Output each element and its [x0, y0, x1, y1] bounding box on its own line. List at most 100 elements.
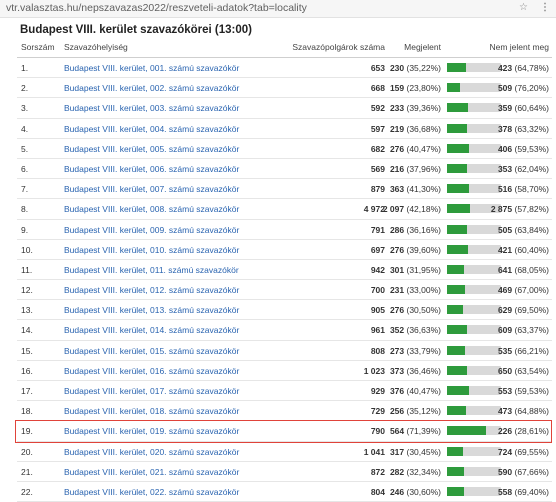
turnout-bar-fill	[447, 305, 464, 315]
turnout-bar	[447, 83, 501, 93]
row-number: 17.	[21, 386, 33, 396]
polling-station-link[interactable]: Budapest VIII. kerület, 018. számú szava…	[64, 406, 240, 417]
row-number: 20.	[21, 446, 33, 457]
table-row: 8. Budapest VIII. kerület, 008. számú sza…	[17, 199, 552, 220]
polling-station-link[interactable]: Budapest VIII. kerület, 016. számú szava…	[64, 365, 240, 376]
table-row: 11. Budapest VIII. kerület, 011. számú sz…	[17, 260, 552, 281]
turnout-value: 276 (39,60%)	[390, 245, 441, 255]
turnout-percent: (36,46%)	[406, 365, 442, 376]
turnout-percent: (35,22%)	[406, 63, 442, 73]
turnout-bar-fill	[447, 184, 470, 194]
polling-station-link[interactable]: Budapest VIII. kerület, 019. számú szava…	[64, 426, 240, 437]
voters-count: 790	[370, 426, 385, 437]
turnout-bar-fill	[447, 143, 469, 153]
row-number: 5.	[21, 143, 29, 154]
absent-value: 553 (59,53%)	[498, 386, 549, 396]
voters-count: 1 041	[363, 446, 385, 457]
polling-station-link[interactable]: Budapest VIII. kerület, 009. számú szava…	[64, 224, 240, 235]
turnout-bar-fill	[447, 63, 467, 72]
turnout-count: 273	[389, 345, 405, 356]
voters-count: 569	[370, 163, 385, 174]
polling-station-link[interactable]: Budapest VIII. kerület, 014. számú szava…	[64, 325, 240, 336]
turnout-bar-fill	[447, 224, 467, 234]
table-row: 1. Budapest VIII. kerület, 001. számú sza…	[17, 58, 552, 79]
turnout-count: 233	[389, 103, 405, 114]
turnout-bar-fill	[447, 244, 469, 254]
turnout-count: 159	[389, 83, 405, 94]
turnout-percent: (40,47%)	[406, 386, 442, 396]
absent-count: 553	[497, 386, 513, 396]
turnout-bar	[447, 486, 501, 496]
row-number: 16.	[21, 365, 33, 376]
voters-count: 697	[370, 244, 385, 255]
turnout-bar-fill	[447, 406, 466, 416]
absent-percent: (60,40%)	[514, 244, 550, 255]
voters-count: 4 972	[363, 204, 385, 215]
voters-count: 668	[370, 83, 385, 94]
turnout-bar	[447, 305, 501, 315]
absent-percent: (60,64%)	[514, 103, 550, 114]
polling-station-link[interactable]: Budapest VIII. kerület, 022. számú szava…	[64, 486, 240, 497]
absent-count: 423	[497, 63, 513, 73]
polling-station-link[interactable]: Budapest VIII. kerület, 005. számú szava…	[64, 143, 240, 154]
turnout-count: 564	[389, 426, 405, 437]
polling-station-link[interactable]: Budapest VIII. kerület, 020. számú szava…	[64, 446, 240, 457]
absent-count: 558	[497, 486, 513, 497]
absent-percent: (63,54%)	[514, 365, 550, 376]
bookmark-star-icon[interactable]: ☆	[519, 2, 528, 13]
turnout-count: 256	[389, 406, 405, 417]
turnout-bar	[447, 264, 501, 274]
absent-percent: (69,40%)	[514, 486, 550, 497]
browser-address-bar[interactable]: vtr.valasztas.hu/nepszavazas2022/reszvet…	[0, 0, 556, 18]
turnout-percent: (33,79%)	[406, 345, 442, 356]
voters-count: 905	[370, 305, 385, 316]
polling-station-link[interactable]: Budapest VIII. kerület, 017. számú szava…	[64, 386, 240, 396]
turnout-value: 363 (41,30%)	[390, 184, 441, 194]
row-number: 14.	[21, 325, 33, 336]
turnout-bar-fill	[447, 426, 486, 436]
absent-value: 629 (69,50%)	[498, 305, 549, 315]
row-number: 18.	[21, 406, 33, 417]
row-number: 8.	[21, 204, 29, 215]
polling-station-link[interactable]: Budapest VIII. kerület, 013. számú szava…	[64, 305, 240, 316]
absent-percent: (57,82%)	[514, 204, 550, 215]
turnout-bar-fill	[447, 466, 465, 476]
polling-station-link[interactable]: Budapest VIII. kerület, 015. számú szava…	[64, 345, 240, 356]
polling-station-link[interactable]: Budapest VIII. kerület, 001. számú szava…	[64, 63, 240, 73]
url-text[interactable]: vtr.valasztas.hu/nepszavazas2022/reszvet…	[6, 2, 307, 14]
table-row: 9. Budapest VIII. kerület, 009. számú sza…	[17, 220, 552, 240]
row-number: 13.	[21, 305, 33, 316]
polling-station-link[interactable]: Budapest VIII. kerület, 006. számú szava…	[64, 163, 240, 174]
page-title: Budapest VIII. kerület szavazókörei (13:…	[20, 24, 253, 36]
menu-dots-icon[interactable]: ⋮	[540, 2, 550, 13]
turnout-count: 373	[389, 365, 405, 376]
turnout-bar	[447, 123, 501, 133]
absent-percent: (69,50%)	[514, 305, 550, 316]
polling-station-link[interactable]: Budapest VIII. kerület, 008. számú szava…	[64, 204, 240, 215]
row-number: 15.	[21, 345, 33, 356]
absent-value: 406 (59,53%)	[498, 144, 549, 154]
voters-count: 872	[370, 466, 385, 477]
absent-value: 353 (62,04%)	[498, 164, 549, 174]
turnout-count: 246	[389, 486, 405, 497]
polling-station-link[interactable]: Budapest VIII. kerület, 011. számú szava…	[64, 264, 239, 275]
polling-station-link[interactable]: Budapest VIII. kerület, 002. számú szava…	[64, 83, 240, 94]
absent-count: 650	[497, 365, 513, 376]
polling-station-link[interactable]: Budapest VIII. kerület, 003. számú szava…	[64, 103, 240, 114]
polling-station-link[interactable]: Budapest VIII. kerület, 007. számú szava…	[64, 184, 240, 195]
polling-station-link[interactable]: Budapest VIII. kerület, 004. számú szava…	[64, 123, 240, 134]
polling-station-link[interactable]: Budapest VIII. kerület, 012. számú szava…	[64, 285, 240, 296]
absent-value: 609 (63,37%)	[498, 325, 549, 335]
turnout-count: 230	[389, 63, 405, 73]
turnout-value: 276 (40,47%)	[390, 144, 441, 154]
polling-station-link[interactable]: Budapest VIII. kerület, 021. számú szava…	[64, 466, 240, 477]
row-number: 19.	[21, 426, 33, 437]
table-row: 7. Budapest VIII. kerület, 007. számú sza…	[17, 179, 552, 200]
turnout-value: 159 (23,80%)	[390, 83, 441, 93]
turnout-value: 246 (30,60%)	[390, 487, 441, 497]
turnout-bar-fill	[447, 345, 466, 355]
voters-count: 597	[370, 123, 385, 134]
table-row: 10. Budapest VIII. kerület, 010. számú sz…	[17, 240, 552, 260]
polling-station-link[interactable]: Budapest VIII. kerület, 010. számú szava…	[64, 244, 240, 255]
table-row: 3. Budapest VIII. kerület, 003. számú sza…	[17, 98, 552, 119]
